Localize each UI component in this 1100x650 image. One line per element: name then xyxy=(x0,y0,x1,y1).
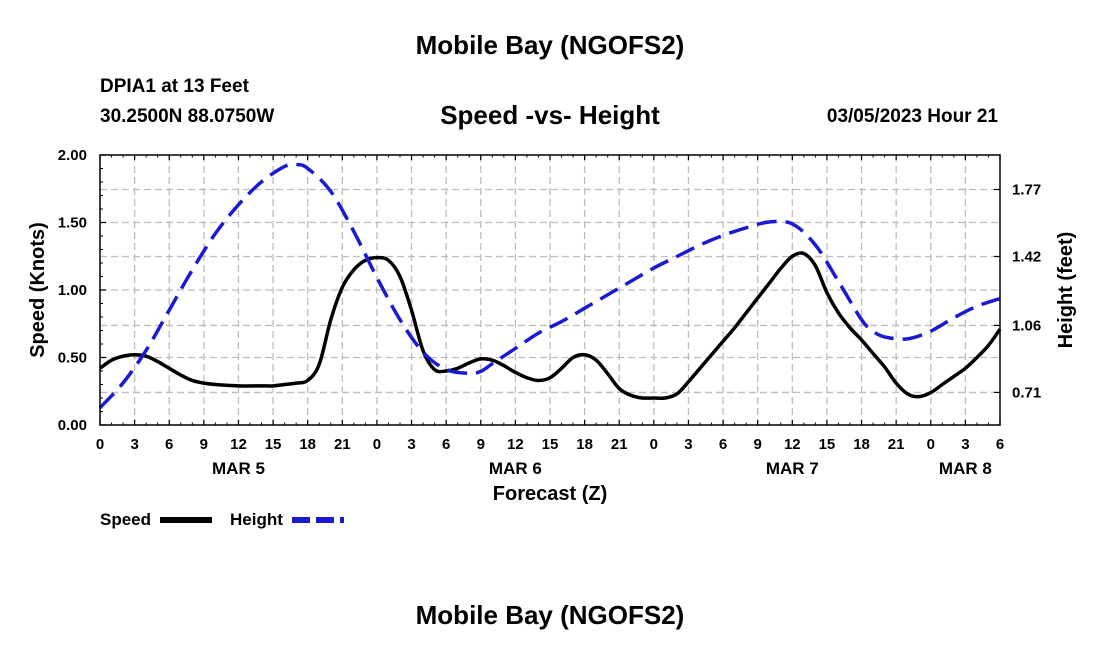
chart-title: Speed -vs- Height xyxy=(440,100,660,130)
main-title: Mobile Bay (NGOFS2) xyxy=(415,30,685,60)
x-tick-label: 0 xyxy=(650,436,658,453)
x-tick-label: 0 xyxy=(927,436,935,453)
x-date-label: MAR 7 xyxy=(766,459,819,478)
x-tick-label: 18 xyxy=(576,436,593,453)
x-tick-label: 6 xyxy=(996,436,1004,453)
x-tick-label: 6 xyxy=(165,436,173,453)
legend: Speed Height xyxy=(100,510,344,529)
speed-series-line xyxy=(98,251,1002,401)
y-tick-label-left: 1.00 xyxy=(58,282,87,299)
x-tick-label: 12 xyxy=(784,436,801,453)
x-tick-label: 3 xyxy=(130,436,138,453)
legend-label-speed: Speed xyxy=(100,510,151,529)
y-tick-label-left: 1.50 xyxy=(58,215,87,232)
x-tick-label: 21 xyxy=(611,436,628,453)
axis-layer: 0 3 6 9 12 15 18 21 0 3 6 9 12 15 18 21 0 3 6 9 12 15 18 21 0 3 6M… xyxy=(58,147,1041,478)
x-tick-label: 0 xyxy=(373,436,381,453)
x-date-label: MAR 8 xyxy=(939,459,992,478)
x-tick-label: 9 xyxy=(200,436,208,453)
height-series-line xyxy=(98,162,1001,409)
x-date-label: MAR 6 xyxy=(489,459,542,478)
x-tick-label: 15 xyxy=(542,436,559,453)
x-tick-label: 12 xyxy=(507,436,524,453)
y-axis-label-left: Speed (Knots) xyxy=(27,222,49,358)
station-label: DPIA1 at 13 Feet xyxy=(100,76,249,97)
y-axis-label-right: Height (feet) xyxy=(1055,232,1077,349)
y-tick-label-right: 1.06 xyxy=(1012,317,1041,334)
y-tick-label-left: 0.00 xyxy=(58,417,87,434)
y-tick-label-left: 0.50 xyxy=(58,350,87,367)
x-tick-label: 3 xyxy=(961,436,969,453)
y-tick-label-right: 1.77 xyxy=(1012,181,1041,198)
x-tick-label: 0 xyxy=(96,436,104,453)
x-tick-label: 9 xyxy=(477,436,485,453)
x-tick-label: 6 xyxy=(719,436,727,453)
x-tick-label: 9 xyxy=(754,436,762,453)
y-tick-label-right: 1.42 xyxy=(1012,248,1041,265)
x-tick-label: 18 xyxy=(853,436,870,453)
x-date-label: MAR 5 xyxy=(212,459,265,478)
x-tick-label: 18 xyxy=(299,436,316,453)
forecast-timestamp: 03/05/2023 Hour 21 xyxy=(826,106,998,127)
series-layer xyxy=(98,162,1002,409)
x-tick-label: 15 xyxy=(819,436,836,453)
legend-label-height: Height xyxy=(230,510,283,529)
x-tick-label: 21 xyxy=(888,436,905,453)
station-coordinates: 30.2500N 88.0750W xyxy=(100,106,275,127)
x-axis-label: Forecast (Z) xyxy=(493,483,607,505)
x-tick-label: 3 xyxy=(684,436,692,453)
footer-title: Mobile Bay (NGOFS2) xyxy=(415,600,685,630)
x-tick-label: 3 xyxy=(407,436,415,453)
x-tick-label: 6 xyxy=(442,436,450,453)
y-tick-label-right: 0.71 xyxy=(1012,384,1041,401)
y-tick-label-left: 2.00 xyxy=(58,147,87,164)
x-tick-label: 12 xyxy=(230,436,247,453)
x-tick-label: 21 xyxy=(334,436,351,453)
x-tick-label: 15 xyxy=(265,436,282,453)
